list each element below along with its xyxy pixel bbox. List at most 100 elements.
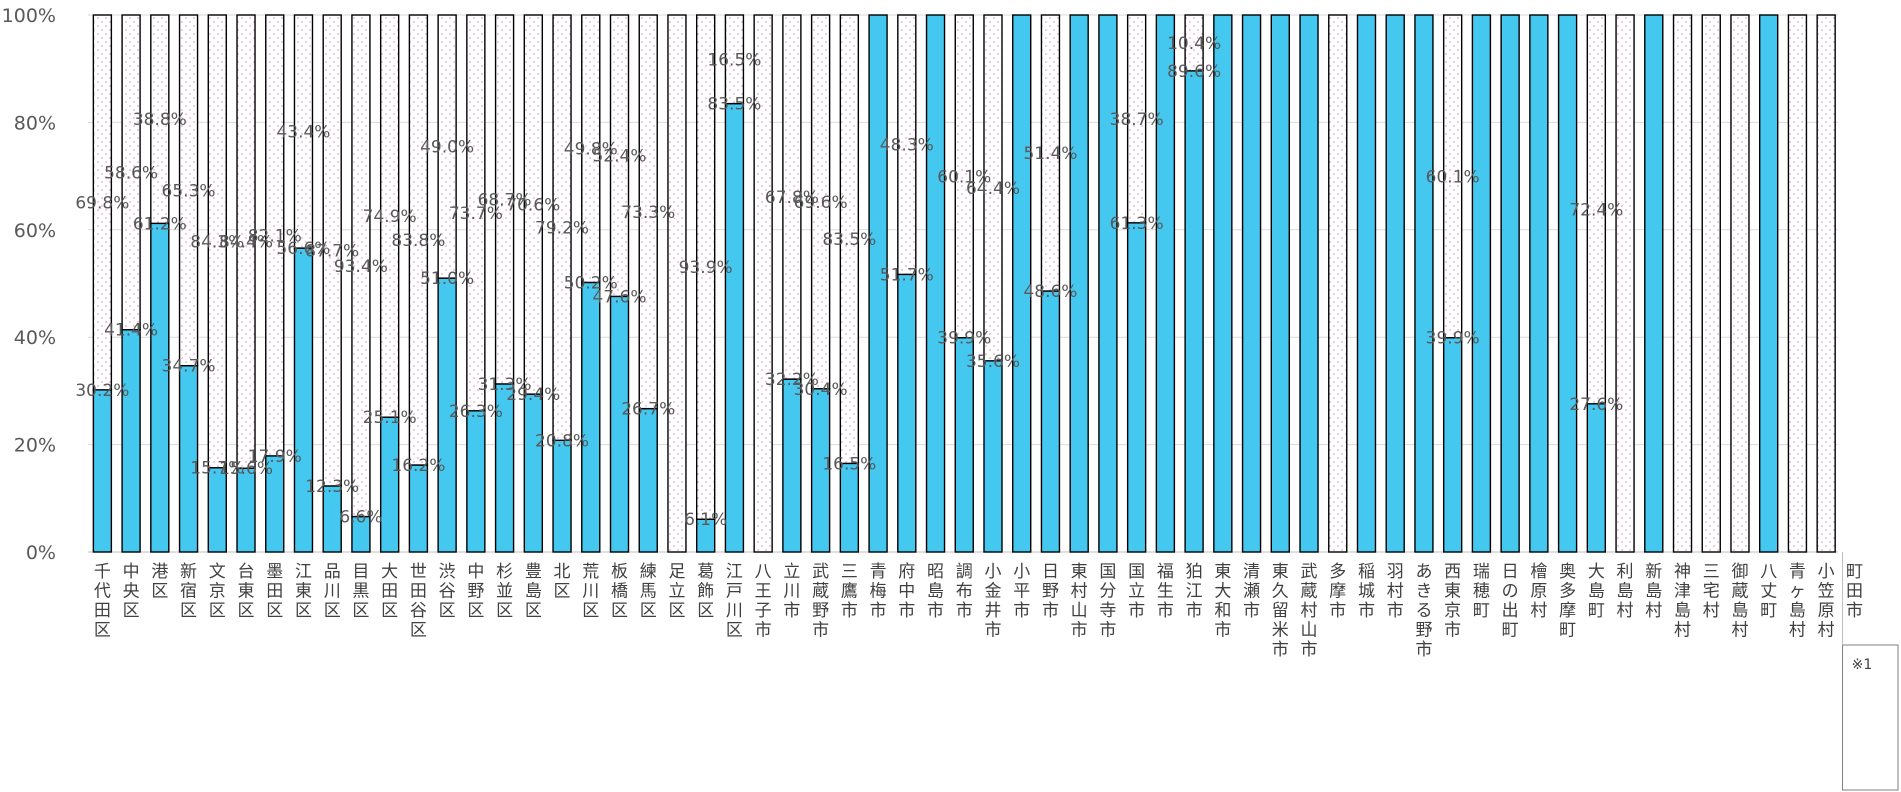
data-label: 26.7% [621, 400, 675, 420]
bar-segment-solid [1040, 290, 1061, 553]
x-tick-label: 八 [1760, 562, 1777, 582]
x-tick-label: 区 [209, 601, 226, 621]
x-tick-label: 蔵 [812, 582, 829, 602]
x-tick-label: 日 [1042, 562, 1059, 582]
data-label: 73.3% [621, 203, 675, 223]
x-tick-label: き [1415, 582, 1432, 602]
data-label: 12.3% [305, 477, 359, 497]
x-tick-label: 武 [1301, 562, 1318, 582]
x-tick-label: 区 [439, 601, 456, 621]
x-tick-label: 田 [381, 582, 398, 602]
data-label: 30.2% [75, 381, 129, 401]
x-tick-label: 井 [984, 601, 1001, 621]
x-tick-label: 調 [956, 562, 973, 582]
bar-segment-solid [1471, 14, 1492, 553]
x-tick-label: 田 [410, 582, 427, 602]
bar-segment-dotted [609, 14, 630, 298]
bar-segment-solid [466, 410, 486, 553]
x-tick-label: 板 [611, 562, 628, 582]
data-label: 6.6% [339, 508, 382, 528]
x-tick-label: 武 [812, 562, 829, 582]
x-tick-label: 村 [1387, 582, 1404, 602]
data-label: 69.6% [794, 193, 848, 213]
x-tick-label: 梅 [870, 582, 887, 602]
x-tick-label: 福 [1157, 562, 1174, 582]
bar-segment-dotted [753, 14, 773, 553]
x-tick-label: 区 [496, 601, 513, 621]
bar-segment-dotted [695, 14, 716, 520]
data-label: 74.9% [363, 207, 417, 227]
bar-segment-dotted [293, 14, 314, 249]
bar-segment-solid [782, 378, 802, 553]
data-label: 50.2% [564, 273, 618, 293]
x-tick-label: 立 [668, 582, 685, 602]
bar-segment-solid [638, 407, 658, 553]
x-tick-label: 鷹 [841, 581, 858, 602]
bar-segment-dotted [408, 14, 429, 466]
data-labels: 30.2% 69.8% 41.4% 58.6% 61.2% 38.8% 34.7% 65.3%… [75, 34, 1623, 530]
bar-segment-solid [1356, 14, 1377, 553]
bar-segment-solid [1184, 70, 1204, 553]
x-tick-label: 狛 [1186, 562, 1203, 582]
data-label: 41.4% [104, 321, 158, 341]
bar-segment-dotted [954, 14, 974, 339]
x-tick-label: 谷 [410, 601, 427, 621]
footnote-frame [1842, 644, 1899, 791]
x-tick-label: 足 [668, 562, 685, 582]
x-tick-label: 平 [1013, 582, 1030, 602]
x-tick-label: 市 [927, 601, 944, 621]
x-tick-label: 区 [324, 601, 341, 621]
bar-segment-dotted [1126, 14, 1147, 224]
data-label: 16.5% [707, 50, 761, 70]
x-tick-label: 蔵 [1731, 582, 1748, 602]
bar-segment-dotted [322, 14, 342, 487]
bar-segment-dotted [1701, 14, 1721, 553]
bar-segment-solid [236, 467, 256, 553]
x-tick-label: 稲 [1358, 562, 1375, 582]
x-tick-label: 区 [381, 601, 398, 621]
x-tick-label: 米 [1272, 621, 1289, 641]
x-tick-label: 津 [1674, 582, 1691, 602]
x-tick-label: 東 [1214, 562, 1231, 582]
x-tick-label: 野 [1042, 582, 1059, 602]
data-label: 93.4% [334, 257, 388, 277]
bar-segment-solid [1270, 14, 1290, 553]
x-tick-label: 村 [1731, 621, 1748, 641]
bar-segment-solid [1500, 14, 1520, 553]
x-tick-label: 央 [123, 582, 140, 602]
bar-segment-dotted [178, 14, 199, 367]
bar-segment-dotted [782, 14, 802, 380]
x-tick-label: 区 [582, 601, 599, 621]
x-tick-label: 島 [1588, 582, 1605, 602]
data-label: 10.4% [1167, 34, 1221, 54]
x-tick-label: 寺 [1099, 601, 1116, 621]
x-tick-label: 村 [1703, 601, 1720, 621]
x-tick-label: 村 [1071, 582, 1088, 602]
x-tick-label: 青 [870, 562, 887, 582]
x-tick-label: 区 [295, 601, 312, 621]
bar-segment-solid [1442, 337, 1463, 553]
x-tick-label: 台 [238, 562, 255, 582]
bar-segment-dotted [1328, 14, 1348, 553]
bar-segment-solid [293, 247, 314, 553]
bar-segment-dotted [1615, 14, 1635, 553]
x-tick-label: 島 [1789, 601, 1806, 621]
bar-segment-solid [1586, 403, 1607, 553]
x-tick-label: 市 [1415, 640, 1432, 660]
data-label: 16.2% [391, 456, 445, 476]
footnote-mark: ※1 [1852, 657, 1873, 673]
y-tick-label: 20% [14, 435, 56, 457]
bar-segment-solid [724, 102, 745, 553]
bar-segment-solid [121, 328, 141, 553]
bar-segment-dotted [1442, 14, 1463, 339]
y-tick-label: 80% [14, 112, 56, 134]
x-tick-label: 原 [1818, 601, 1835, 621]
x-tick-label: 多 [1329, 562, 1346, 582]
x-tick-label: 利 [1617, 562, 1634, 582]
data-label: 6.1% [684, 510, 727, 530]
data-label: 31.3% [478, 375, 532, 395]
data-label: 60.1% [1426, 167, 1480, 187]
x-tick-label: 市 [1128, 601, 1145, 621]
data-label: 49.8% [564, 140, 618, 160]
x-tick-label: 市 [1329, 601, 1346, 621]
